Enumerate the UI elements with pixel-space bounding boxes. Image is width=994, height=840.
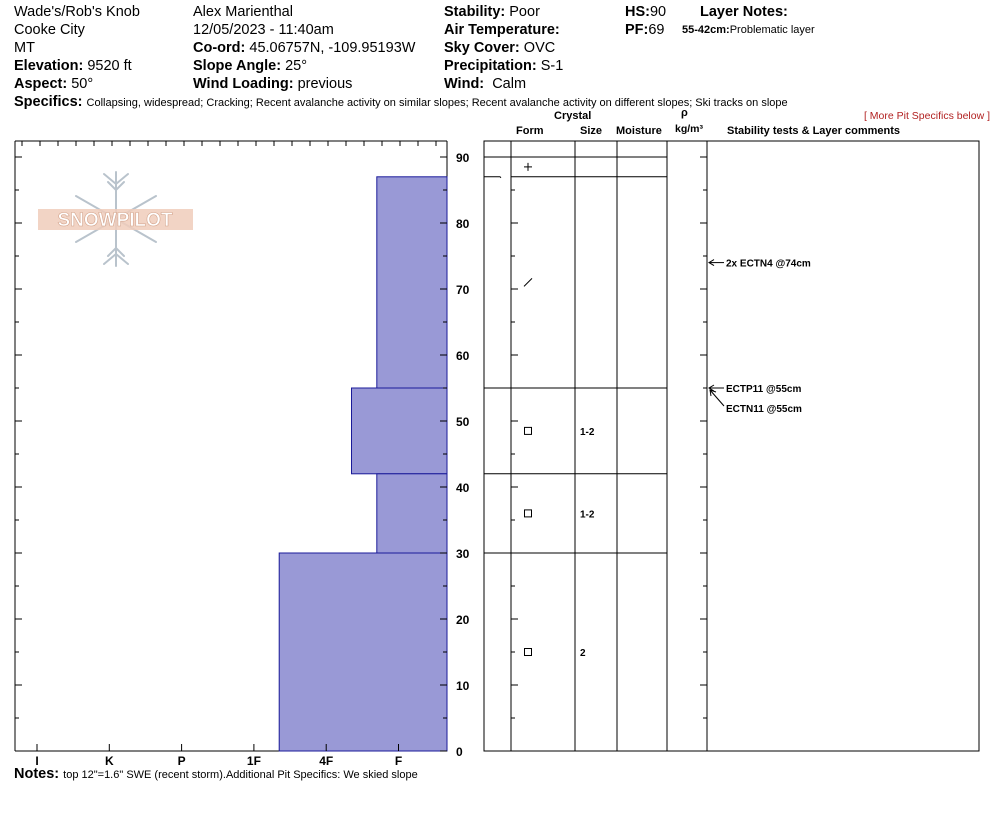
hardness-tick-label: F <box>395 754 402 768</box>
slope-value: 25° <box>285 58 308 74</box>
hardness-bar <box>351 387 448 475</box>
air-temperature-label: Air Temperature: <box>444 22 560 38</box>
hs-value: 90 <box>649 4 667 20</box>
specifics-field: Specifics: Collapsing, widespread; Crack… <box>14 94 788 111</box>
rho-header: ρ <box>681 107 688 119</box>
coord-value: 45.06757N, -109.95193W <box>249 40 416 56</box>
precipitation-label: Precipitation: <box>444 58 537 74</box>
hardness-tick-label: 1F <box>247 754 261 768</box>
stability-field: Stability: Poor <box>444 4 540 21</box>
stability-test-arrow <box>709 389 725 407</box>
coord-label: Co-ord: <box>193 40 246 56</box>
precipitation-field: Precipitation: S-1 <box>444 58 563 75</box>
hardness-bar <box>278 552 448 752</box>
wind-loading-label: Wind Loading: <box>193 76 294 92</box>
precipitation-value: S-1 <box>540 58 564 74</box>
elevation-value: 9520 ft <box>87 58 132 74</box>
stability-test-label: 2x ECTN4 @74cm <box>726 259 811 270</box>
stability-label: Stability: <box>444 4 506 20</box>
stability-test-label: ECTN11 @55cm <box>726 404 802 415</box>
hardness-tick-label: K <box>105 754 114 768</box>
layer-note: 55-42cm:Problematic layer <box>682 24 815 37</box>
sky-cover-label: Sky Cover: <box>444 40 520 56</box>
sky-cover-field: Sky Cover: OVC <box>444 40 555 57</box>
aspect-label: Aspect: <box>14 76 68 92</box>
depth-tick-label: 70 <box>456 283 470 297</box>
hardness-bar <box>376 176 448 389</box>
sky-cover-value: OVC <box>523 40 556 56</box>
hs-label: HS: <box>625 4 650 20</box>
observer-name: Alex Marienthal <box>193 4 293 20</box>
hs-field: HS:90 <box>625 4 666 21</box>
form-header: Form <box>516 125 544 137</box>
depth-tick-label: 80 <box>456 217 470 231</box>
specifics-text: Collapsing, widespread; Cracking; Recent… <box>86 97 788 109</box>
specifics-label: Specifics: <box>14 94 83 110</box>
stability-test-label: ECTP11 @55cm <box>726 384 801 395</box>
location-name: Wade's/Rob's Knob <box>14 4 140 20</box>
snowpilot-logo: SNOWPILOT <box>38 171 193 267</box>
stability-test-arrowhead <box>709 389 717 397</box>
layer-notes-label: Layer Notes: <box>700 4 788 20</box>
layer-table-frame <box>483 140 980 752</box>
aspect-value: 50° <box>71 76 94 92</box>
depth-tick-label: 40 <box>456 481 470 495</box>
layer-boundary-line <box>484 176 502 179</box>
stability-value: Poor <box>509 4 540 20</box>
layer-note-text: Problematic layer <box>729 24 815 36</box>
comments-header: Stability tests & Layer comments <box>727 125 901 137</box>
notes-text: top 12"=1.6" SWE (recent storm).Addition… <box>63 769 418 781</box>
slope-label: Slope Angle: <box>193 58 282 74</box>
aspect-field: Aspect: 50° <box>14 76 93 93</box>
hardness-tick-label: I <box>35 754 38 768</box>
depth-tick-label: 50 <box>456 415 470 429</box>
crystal-form-symbol <box>524 509 532 518</box>
size-header: Size <box>580 125 603 137</box>
crystal-header: Crystal <box>554 110 592 122</box>
moisture-header: Moisture <box>616 125 662 137</box>
notes-field: Notes: top 12"=1.6" SWE (recent storm).A… <box>14 766 418 783</box>
depth-tick-label: 10 <box>456 679 470 693</box>
elevation-label: Elevation: <box>14 58 84 74</box>
stability-test-arrowhead <box>708 384 715 392</box>
stability-test-arrowhead <box>708 259 715 267</box>
slope-field: Slope Angle: 25° <box>193 58 307 75</box>
town-name: Cooke City <box>14 22 85 38</box>
depth-tick-label: 90 <box>456 151 470 165</box>
crystal-size-label: 1-2 <box>580 427 595 438</box>
elevation-field: Elevation: 9520 ft <box>14 58 132 75</box>
pf-field: PF:69 <box>625 22 665 39</box>
pf-label: PF: <box>625 22 649 38</box>
hardness-tick-label: P <box>178 754 186 768</box>
wind-label: Wind: <box>444 76 485 92</box>
crystal-form-symbol <box>523 278 533 287</box>
more-pit-specifics-link[interactable]: [ More Pit Specifics below ] <box>863 110 990 122</box>
crystal-form-symbol <box>524 648 532 656</box>
pf-value: 69 <box>648 22 665 38</box>
hardness-tick-label: 4F <box>319 754 333 768</box>
depth-tick-label: 0 <box>456 745 463 759</box>
observation-datetime: 12/05/2023 - 11:40am <box>193 22 334 38</box>
layer-note-range: 55-42cm: <box>682 24 730 36</box>
wind-field: Wind: Calm <box>444 76 526 93</box>
logo-text: SNOWPILOT <box>57 210 172 231</box>
density-unit-header: kg/m³ <box>675 123 704 135</box>
notes-label: Notes: <box>14 766 60 782</box>
wind-loading-value: previous <box>297 76 353 92</box>
crystal-size-label: 1-2 <box>580 509 595 520</box>
wind-loading-field: Wind Loading: previous <box>193 76 352 93</box>
depth-tick-label: 30 <box>456 547 470 561</box>
crystal-form-symbol <box>524 426 532 435</box>
wind-value: Calm <box>492 76 527 92</box>
coord-field: Co-ord: 45.06757N, -109.95193W <box>193 40 415 57</box>
depth-tick-label: 60 <box>456 349 470 363</box>
state-name: MT <box>14 40 35 56</box>
depth-tick-label: 20 <box>456 613 470 627</box>
crystal-size-label: 2 <box>580 648 586 659</box>
hardness-bar <box>376 473 448 554</box>
